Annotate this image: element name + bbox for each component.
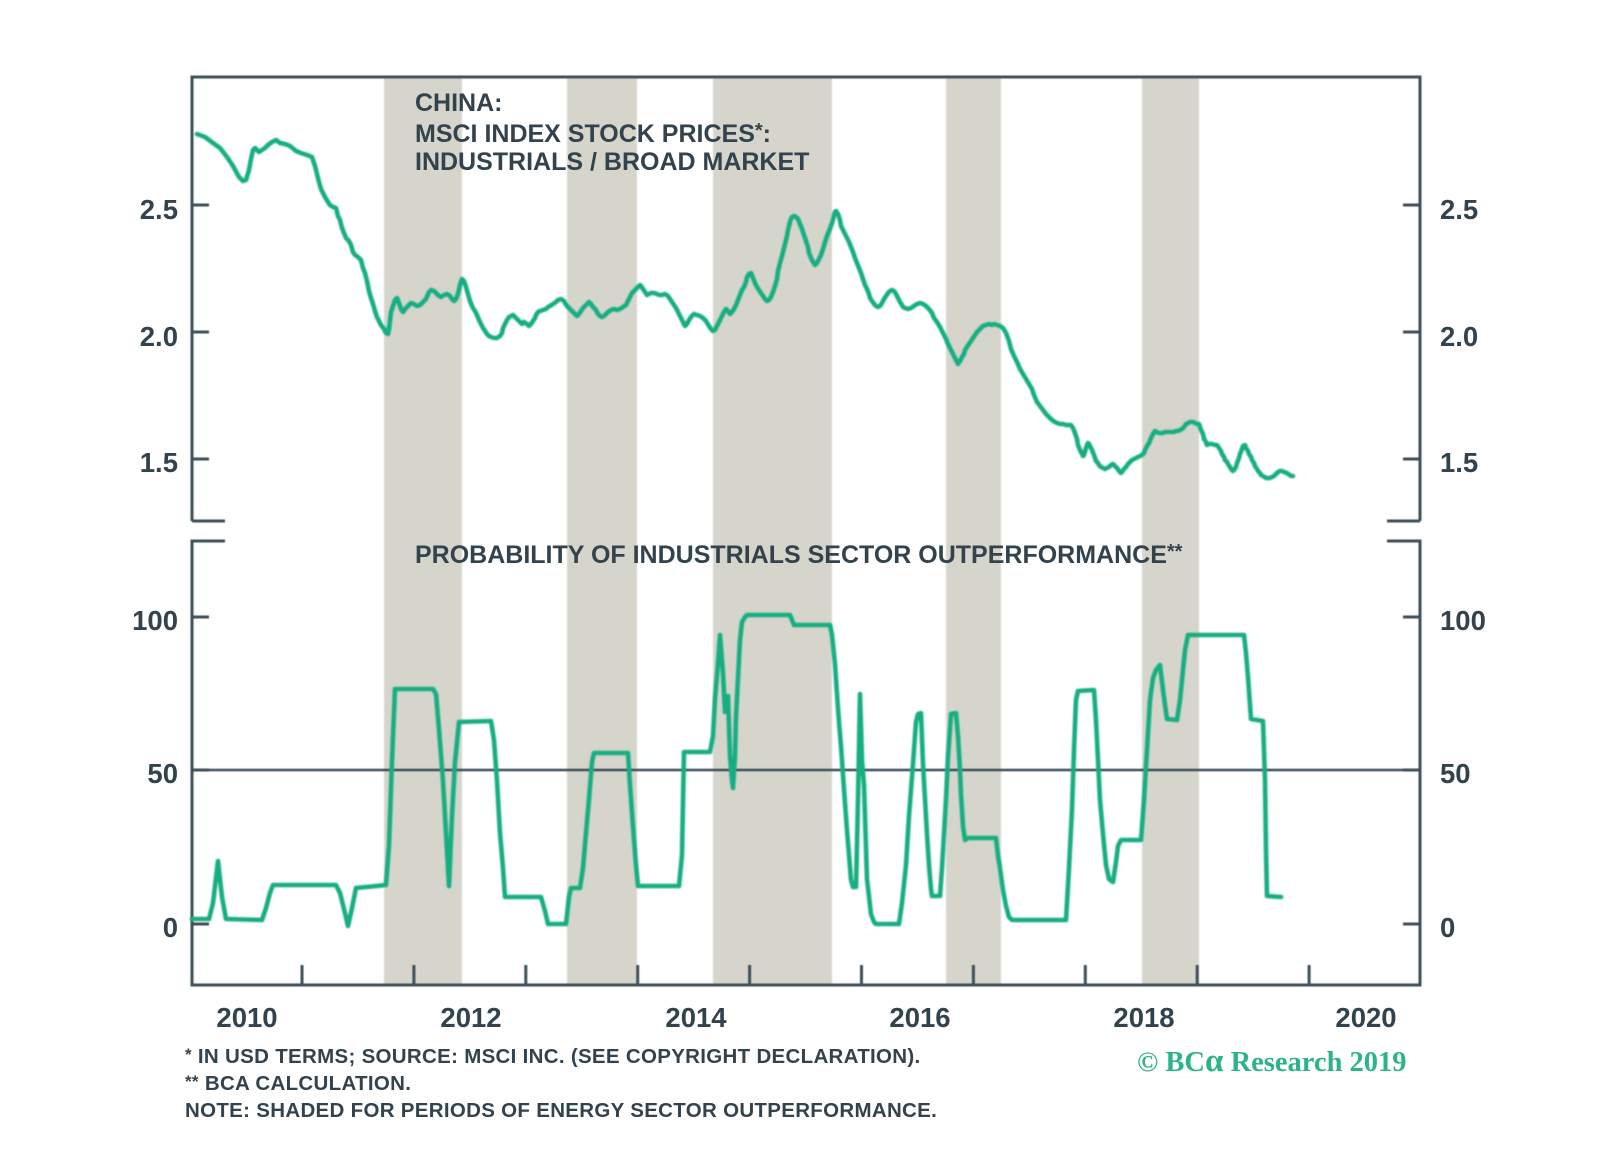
svg-text:2.0: 2.0: [140, 321, 178, 352]
svg-text:2020: 2020: [1335, 1002, 1396, 1033]
svg-text:2018: 2018: [1113, 1002, 1174, 1033]
svg-text:2014: 2014: [665, 1002, 727, 1033]
svg-text:* IN USD TERMS; SOURCE: MSCI: * IN USD TERMS; SOURCE: MSCI INC. (SEE C…: [185, 1045, 921, 1068]
svg-text:100: 100: [1440, 605, 1486, 636]
svg-text:© BCα Research 2019: © BCα Research 2019: [1137, 1043, 1407, 1079]
svg-text:** BCA CALCULATION.: ** BCA CALCULATION.: [185, 1072, 411, 1095]
svg-text:NOTE: SHADED FOR PERIODS OF EN: NOTE: SHADED FOR PERIODS OF ENERGY SECTO…: [185, 1099, 937, 1122]
svg-text:2012: 2012: [440, 1002, 501, 1033]
svg-text:0: 0: [163, 912, 178, 943]
svg-text:2.0: 2.0: [1440, 321, 1478, 352]
svg-text:PROBABILITY OF INDUSTRIALS SEC: PROBABILITY OF INDUSTRIALS SECTOR OUTPER…: [415, 541, 1183, 569]
svg-text:100: 100: [132, 605, 178, 636]
svg-text:0: 0: [1440, 912, 1455, 943]
svg-text:1.5: 1.5: [1440, 447, 1478, 478]
svg-text:MSCI INDEX STOCK PRICES*:: MSCI INDEX STOCK PRICES*:: [415, 120, 771, 148]
svg-text:1.5: 1.5: [140, 447, 178, 478]
svg-text:50: 50: [1440, 758, 1471, 789]
svg-text:CHINA:: CHINA:: [415, 89, 503, 117]
svg-text:2.5: 2.5: [1440, 194, 1478, 225]
svg-text:INDUSTRIALS / BROAD MARKET: INDUSTRIALS / BROAD MARKET: [415, 148, 809, 176]
svg-text:2010: 2010: [216, 1002, 277, 1033]
svg-text:2016: 2016: [889, 1002, 950, 1033]
svg-text:50: 50: [147, 758, 178, 789]
svg-text:2.5: 2.5: [140, 194, 178, 225]
